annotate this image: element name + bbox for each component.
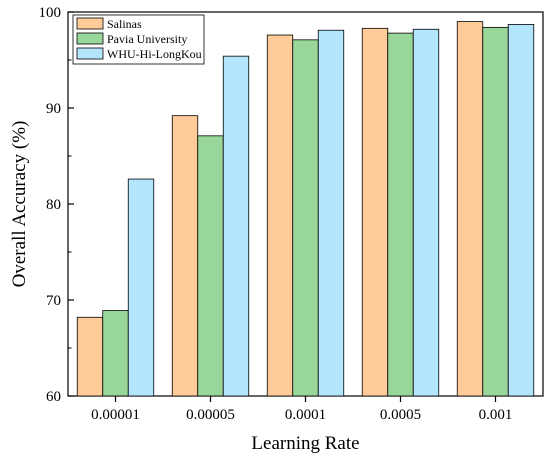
bar-salinas-0.00005 <box>171 115 199 397</box>
bar-pavia-university-0.0005 <box>387 32 414 397</box>
bar-pavia-university-0.001 <box>482 26 509 397</box>
y-tick-label: 60 <box>46 389 61 405</box>
y-axis-label: Overall Accuracy (%) <box>9 121 30 288</box>
legend-swatch <box>76 32 104 45</box>
x-tick-label: 0.00005 <box>186 407 235 423</box>
x-tick-label: 0.0005 <box>380 407 421 423</box>
x-axis: 0.00001 0.00005 0.0001 0.0005 0.001 <box>91 396 512 423</box>
bar-pavia-university-0.00005 <box>197 135 224 397</box>
bar-pavia-university-0.00001 <box>102 310 129 397</box>
bar-pavia-university-0.0001 <box>292 39 319 397</box>
bar-salinas-0.001 <box>456 21 484 397</box>
bar-whu-hi-longkou-0.001 <box>507 24 535 397</box>
y-tick-label: 100 <box>39 5 62 21</box>
legend-swatch <box>76 17 104 30</box>
bar-whu-hi-longkou-0.00005 <box>222 55 250 397</box>
bar-whu-hi-longkou-0.0001 <box>317 29 345 397</box>
bar-whu-hi-longkou-0.0005 <box>412 28 440 397</box>
x-tick-label: 0.001 <box>479 407 513 423</box>
legend-label: Salinas <box>107 17 142 31</box>
x-axis-label: Learning Rate <box>251 433 359 454</box>
bar-whu-hi-longkou-0.00001 <box>127 178 155 397</box>
y-tick-label: 70 <box>46 293 61 309</box>
bar-salinas-0.0001 <box>266 34 294 397</box>
x-tick-label: 0.0001 <box>285 407 326 423</box>
legend-swatch <box>76 47 104 60</box>
bar-salinas-0.0005 <box>361 27 389 397</box>
y-axis: 60 70 80 90 100 <box>39 5 74 405</box>
x-tick-label: 0.00001 <box>91 407 140 423</box>
y-tick-label: 90 <box>46 101 61 117</box>
legend-label: Pavia University <box>107 32 187 46</box>
legend-label: WHU-Hi-LongKou <box>107 47 202 61</box>
y-tick-label: 80 <box>46 197 61 213</box>
bars-layer <box>76 21 535 397</box>
bar-salinas-0.00001 <box>76 316 104 397</box>
